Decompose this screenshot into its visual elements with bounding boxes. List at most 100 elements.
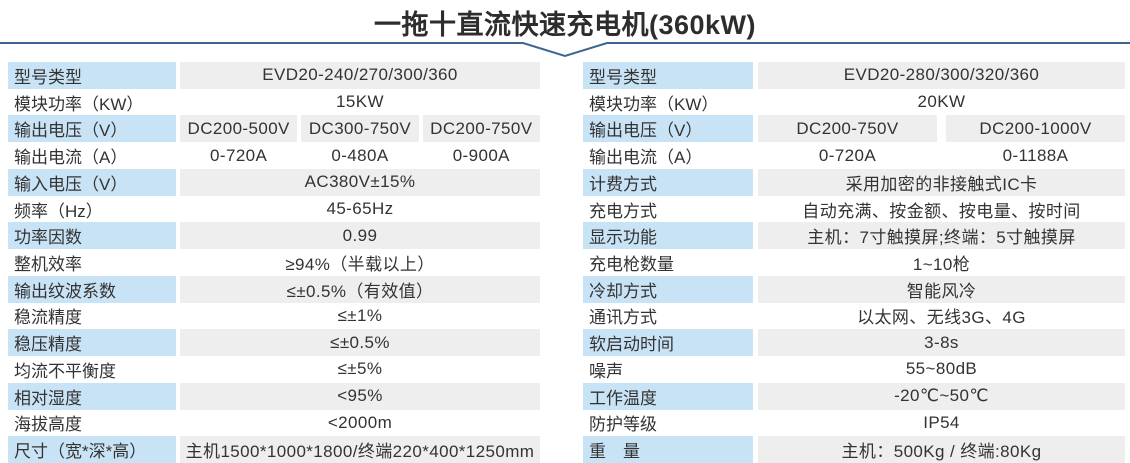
spec-label: 型号类型 (8, 62, 176, 89)
spec-values: 自动充满、按金额、按电量、按时间 (758, 196, 1125, 223)
spec-row: 型号类型 EVD20-280/300/320/360 (583, 62, 1125, 89)
spec-value: 0.99 (180, 222, 540, 250)
spec-value: 15KW (336, 92, 384, 112)
spec-values: 0.99 (180, 222, 540, 250)
spec-value: 55~80dB (905, 359, 978, 379)
spec-values: AC380V±15% (180, 168, 540, 196)
spec-row: 噪声 55~80dB (583, 356, 1125, 383)
spec-label: 尺寸（宽*深*高） (8, 436, 176, 463)
spec-value: 3-8s (758, 329, 1125, 357)
spec-row: 充电方式 自动充满、按金额、按电量、按时间 (583, 196, 1125, 223)
spec-label: 充电方式 (589, 201, 657, 221)
spec-row: 软启动时间 3-8s (583, 329, 1125, 357)
spec-values: 采用加密的非接触式IC卡 (758, 168, 1125, 196)
spec-row: 尺寸（宽*深*高） 主机1500*1000*1800/终端220*400*1250… (8, 436, 540, 463)
spec-values: 主机1500*1000*1800/终端220*400*1250mm (180, 436, 540, 463)
spec-values: EVD20-240/270/300/360 (180, 62, 540, 89)
spec-row: 防护等级 IP54 (583, 410, 1125, 437)
spec-values: ≤±0.5% (180, 329, 540, 357)
spec-label: 整机效率 (14, 255, 82, 274)
spec-label: 计费方式 (583, 168, 753, 196)
spec-row: 输入电压（V） AC380V±15% (8, 168, 540, 196)
spec-label: 软启动时间 (583, 329, 753, 357)
spec-value: DC200-1000V (946, 115, 1125, 143)
spec-label: 冷却方式 (583, 275, 753, 303)
spec-values: 15KW (180, 89, 540, 116)
spec-label: 模块功率（KW） (589, 94, 719, 114)
spec-label: 输出纹波系数 (8, 275, 176, 303)
spec-value: <2000m (327, 412, 393, 432)
spec-values: 以太网、无线3G、4G (758, 303, 1125, 330)
spec-values: EVD20-280/300/320/360 (758, 62, 1125, 89)
spec-value: 0-720A (210, 145, 268, 165)
spec-row: 均流不平衡度 ≤±5% (8, 356, 540, 383)
spec-label: 功率因数 (8, 222, 176, 250)
spec-label: 频率（Hz） (14, 201, 103, 221)
spec-value: ≤±5% (337, 359, 383, 379)
spec-value: DC200-750V (758, 115, 937, 143)
spec-label: 稳流精度 (14, 308, 82, 328)
spec-label: 相对湿度 (8, 382, 176, 410)
title-divider-chevron (0, 42, 1130, 58)
spec-values: 20KW (758, 89, 1125, 116)
spec-row: 频率（Hz） 45-65Hz (8, 196, 540, 223)
spec-row: 重 量主机：500Kg / 终端:80Kg (583, 436, 1125, 463)
spec-value: ≤±1% (337, 305, 383, 325)
spec-value: IP54 (923, 412, 960, 432)
spec-label: 稳压精度 (8, 329, 176, 357)
spec-row: 稳流精度 ≤±1% (8, 303, 540, 330)
spec-value: 主机：7寸触摸屏;终端：5寸触摸屏 (758, 222, 1125, 250)
spec-value: 20KW (917, 92, 966, 112)
spec-row: 工作温度 -20℃~50℃ (583, 382, 1125, 410)
spec-value: 以太网、无线3G、4G (857, 308, 1026, 328)
spec-value: 智能风冷 (758, 275, 1125, 303)
spec-value: 主机：500Kg / 终端:80Kg (758, 436, 1125, 463)
spec-label: 防护等级 (589, 415, 657, 435)
spec-value: DC200-500V (180, 115, 298, 143)
spec-value: 0-480A (331, 145, 389, 165)
spec-values: ≤±5% (180, 356, 540, 383)
spec-value: 45-65Hz (326, 199, 394, 219)
spec-value: DC200-750V (422, 115, 540, 143)
spec-values: ≤±1% (180, 303, 540, 330)
spec-values: 智能风冷 (758, 275, 1125, 303)
spec-row: 型号类型 EVD20-240/270/300/360 (8, 62, 540, 89)
spec-value: 0-1188A (1002, 145, 1069, 165)
spec-values: ≤±0.5%（有效值） (180, 275, 540, 303)
spec-row: 模块功率（KW） 15KW (8, 89, 540, 116)
spec-value: 1~10枪 (912, 255, 971, 274)
spec-label: 工作温度 (583, 382, 753, 410)
spec-row: 计费方式 采用加密的非接触式IC卡 (583, 168, 1125, 196)
spec-row: 输出纹波系数 ≤±0.5%（有效值） (8, 275, 540, 303)
spec-row: 模块功率（KW） 20KW (583, 89, 1125, 116)
spec-row: 输出电压（V） DC200-750V DC200-1000V (583, 115, 1125, 143)
spec-label: 重 量 (583, 436, 753, 463)
spec-row: 整机效率 ≥94%（半载以上） (8, 249, 540, 276)
spec-row: 输出电流（A） 0-720A 0-1188A (583, 142, 1125, 169)
spec-values: ≥94%（半载以上） (180, 249, 540, 276)
spec-row: 相对湿度 <95% (8, 382, 540, 410)
page-title: 一拖十直流快速充电机(360kW) (373, 10, 757, 40)
spec-values: IP54 (758, 410, 1125, 437)
spec-row: 冷却方式 智能风冷 (583, 275, 1125, 303)
spec-values: 55~80dB (758, 356, 1125, 383)
spec-label: 输出电压（V） (583, 115, 753, 143)
spec-values: 45-65Hz (180, 196, 540, 223)
spec-label: 输出电流（A） (589, 148, 703, 168)
spec-label: 通讯方式 (589, 308, 657, 328)
spec-value: 自动充满、按金额、按电量、按时间 (802, 201, 1081, 221)
spec-values: 主机：7寸触摸屏;终端：5寸触摸屏 (758, 222, 1125, 250)
spec-value: 主机1500*1000*1800/终端220*400*1250mm (180, 436, 540, 463)
spec-value: ≤±0.5% (180, 329, 540, 357)
spec-label: 充电枪数量 (589, 255, 674, 274)
spec-values: 0-720A 0-1188A (758, 142, 1125, 169)
spec-values: DC200-750V DC200-1000V (758, 115, 1125, 143)
spec-row: 海拔高度 <2000m (8, 410, 540, 437)
spec-row: 输出电压（V） DC200-500V DC300-750V DC200-750V (8, 115, 540, 143)
spec-values: 3-8s (758, 329, 1125, 357)
spec-value: EVD20-280/300/320/360 (758, 62, 1125, 89)
spec-value: <95% (180, 382, 540, 410)
spec-value: ≥94%（半载以上） (285, 255, 435, 274)
spec-values: -20℃~50℃ (758, 382, 1125, 410)
spec-values: 1~10枪 (758, 249, 1125, 276)
